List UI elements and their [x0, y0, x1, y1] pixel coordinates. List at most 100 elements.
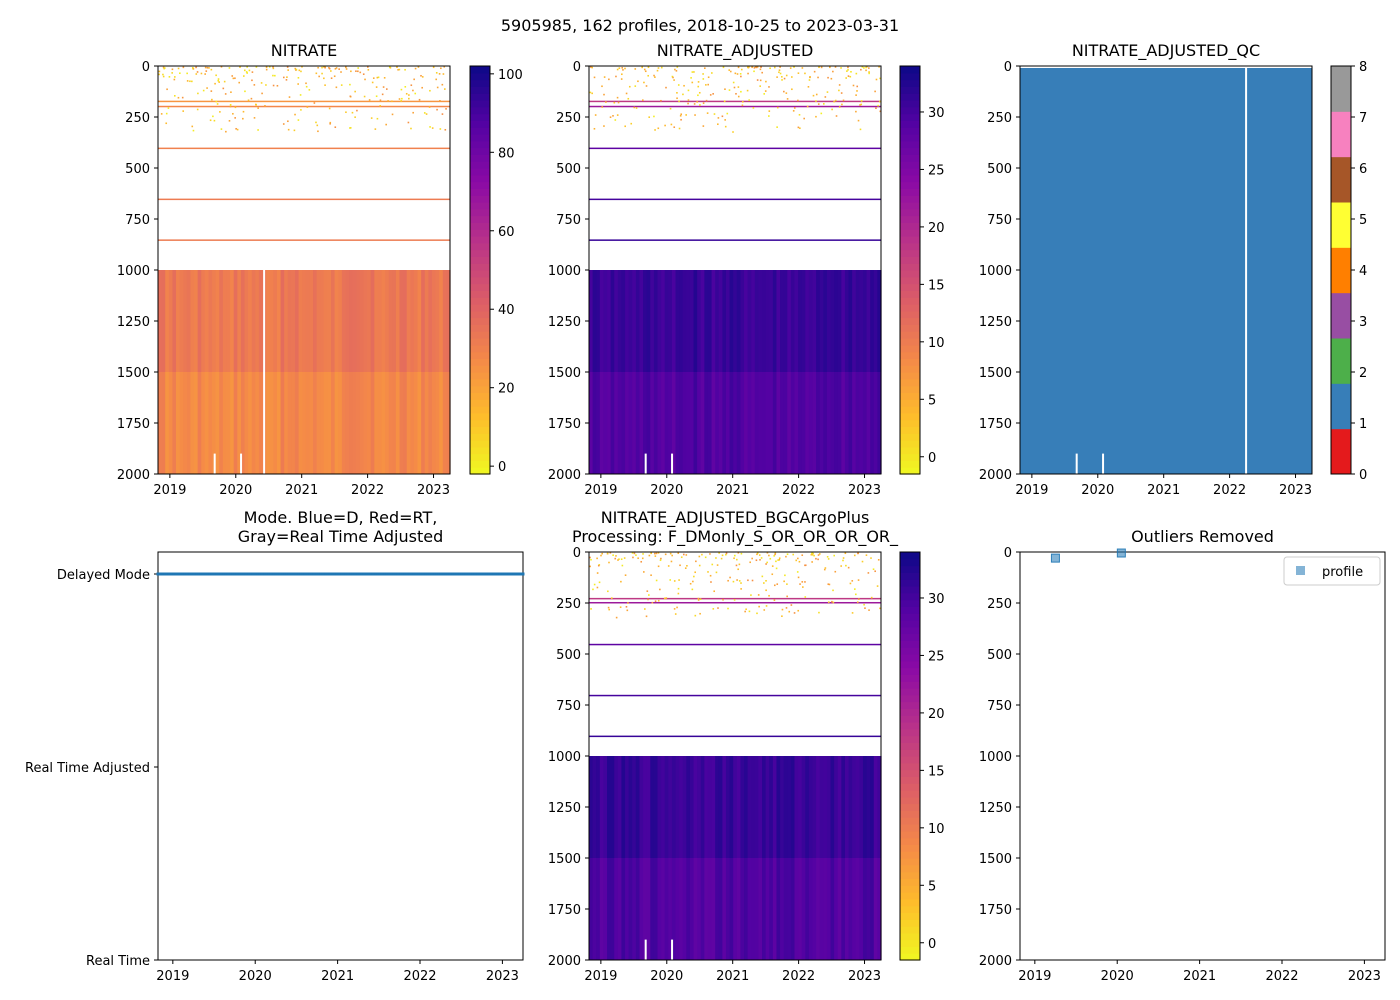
heat-cell [269, 270, 274, 372]
heat-speck [804, 72, 806, 75]
colorbar-swatch [470, 188, 490, 196]
mode-point [462, 572, 466, 576]
heat-cell [697, 756, 702, 858]
heat-cell [201, 270, 206, 372]
heat-speck [247, 99, 250, 102]
mode-point [242, 572, 246, 576]
heat-speck [590, 608, 592, 610]
heat-speck [438, 73, 441, 75]
colorbar-swatch [900, 572, 920, 580]
mode-point [208, 572, 212, 576]
heat-speck [857, 552, 859, 555]
heat-speck [734, 72, 737, 75]
heat-speck [293, 129, 296, 132]
heat-speck [753, 67, 756, 69]
heat-cell [693, 372, 698, 474]
heat-speck [653, 74, 655, 77]
heat-cell [258, 270, 264, 372]
heat-speck [737, 95, 740, 98]
colorbar-swatch [470, 412, 490, 421]
heat-speck [654, 552, 656, 555]
heat-speck [740, 90, 742, 93]
heat-cell [589, 372, 594, 474]
heat-speck [251, 71, 254, 73]
heat-speck [834, 66, 837, 68]
heat-speck [225, 130, 227, 133]
heat-speck [182, 110, 185, 112]
heat-cell [313, 270, 318, 372]
mode-point [392, 572, 396, 576]
heat-speck [724, 119, 726, 121]
heat-speck [596, 586, 599, 589]
heat-cell [255, 372, 260, 474]
heat-cell [819, 270, 824, 372]
colorbar-swatch [900, 864, 920, 873]
heat-speck [851, 580, 854, 582]
colorbar-swatch [900, 120, 920, 128]
heat-cell [830, 858, 835, 960]
heat-cell [877, 270, 882, 372]
heat-cell [715, 858, 720, 960]
heat-speck [704, 556, 707, 559]
heat-speck [879, 607, 881, 610]
colorbar-tick-label: 7 [1359, 111, 1367, 126]
y-tick-label: 2000 [548, 954, 581, 969]
colorbar-swatch [900, 790, 920, 798]
heat-speck [773, 584, 776, 587]
heat-speck [197, 92, 199, 95]
heat-speck [667, 565, 670, 567]
heat-speck [728, 69, 731, 71]
y-tick-label: 250 [556, 597, 581, 612]
heat-speck [737, 66, 740, 69]
heat-cell [183, 270, 188, 372]
heat-speck [295, 68, 298, 71]
mode-point [217, 572, 221, 576]
colorbar-swatch [470, 358, 490, 366]
heat-speck [676, 97, 678, 100]
heat-speck [414, 92, 417, 95]
y-tick-label: 750 [987, 213, 1012, 228]
heat-speck [706, 112, 709, 114]
y-tick-label: 500 [556, 162, 581, 177]
heat-cell [628, 270, 633, 372]
heat-speck [301, 66, 303, 68]
heat-cell [168, 372, 174, 474]
outlier-point [1116, 548, 1126, 558]
heat-speck [811, 552, 813, 555]
mode-point [516, 572, 520, 576]
heat-speck [774, 553, 776, 556]
heat-speck [826, 556, 829, 558]
profile-gap [644, 453, 647, 474]
heat-speck [635, 107, 638, 109]
heat-speck [834, 99, 837, 102]
heat-speck [732, 81, 735, 84]
mode-point [197, 572, 201, 576]
colorbar-swatch [900, 467, 920, 475]
y-tick-label: 1750 [117, 417, 150, 432]
mode-point [487, 572, 491, 576]
mode-point [385, 572, 389, 576]
colorbar-swatch [900, 127, 920, 135]
heat-speck [859, 104, 861, 106]
y-tick-label: 1750 [979, 417, 1012, 432]
heat-speck [589, 565, 591, 568]
heat-speck [441, 83, 444, 86]
mode-point [467, 572, 471, 576]
heat-cell [334, 270, 339, 372]
mode-point [476, 572, 480, 576]
heat-cell [877, 858, 882, 960]
mode-point [498, 572, 502, 576]
heat-cell [722, 756, 727, 858]
heat-cell [305, 270, 311, 372]
colorbar-swatch [900, 592, 920, 601]
heat-speck [617, 559, 619, 561]
heat-cell [625, 756, 630, 858]
heat-speck [591, 92, 593, 95]
heat-speck [387, 100, 389, 102]
heat-speck [355, 70, 357, 73]
heat-cell [161, 270, 166, 372]
heat-speck [732, 131, 734, 133]
colorbar-tick-label: 0 [928, 451, 936, 466]
heat-cell [801, 270, 806, 372]
heat-speck [827, 601, 830, 604]
